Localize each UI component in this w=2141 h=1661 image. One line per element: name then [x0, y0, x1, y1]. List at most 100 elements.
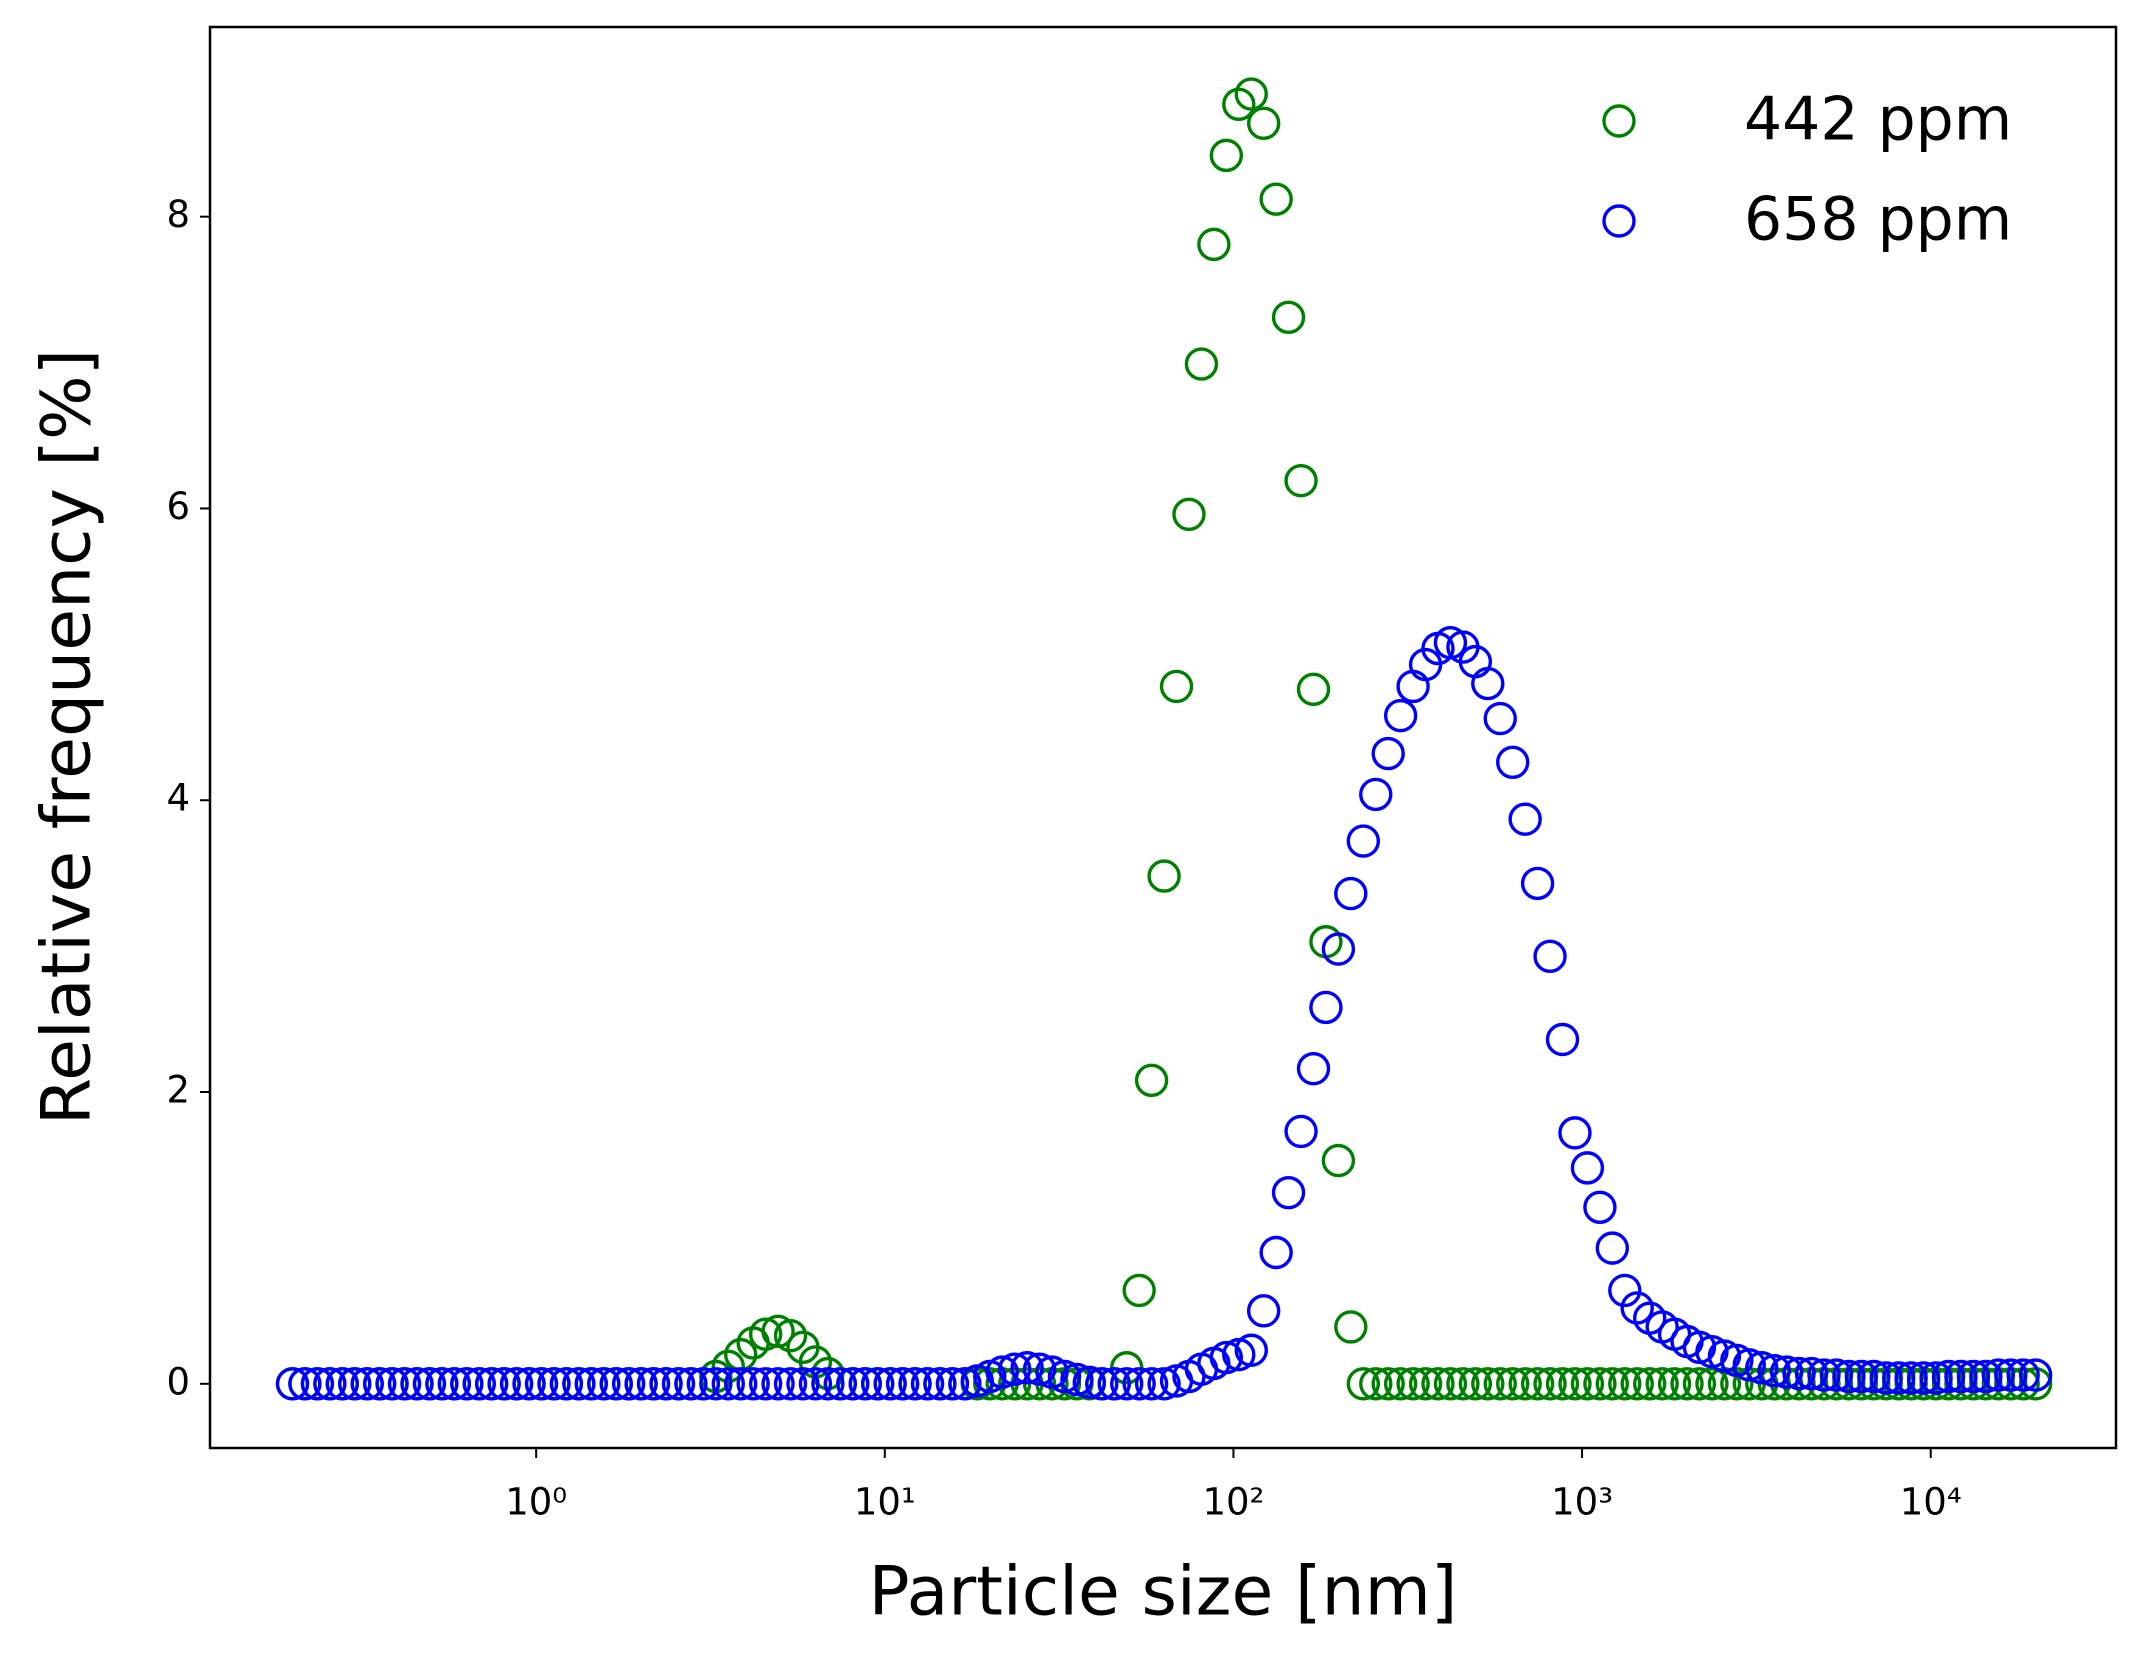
marker [798, 1367, 833, 1401]
marker [1794, 1356, 1829, 1391]
marker [1819, 1358, 1854, 1392]
marker [1209, 138, 1244, 173]
marker [823, 1367, 858, 1401]
marker [2018, 1358, 2053, 1392]
marker [1657, 1367, 1692, 1401]
marker [524, 1367, 559, 1401]
legend-marker [1602, 104, 1636, 138]
marker [1184, 347, 1219, 381]
marker [1732, 1348, 1766, 1382]
marker [686, 1367, 721, 1401]
marker [885, 1367, 920, 1401]
marker [1869, 1361, 1903, 1395]
marker [1931, 1359, 1966, 1394]
marker [1197, 227, 1231, 262]
marker [1421, 1367, 1455, 1401]
marker [1284, 1114, 1318, 1149]
y-tick-label: 2 [166, 1069, 190, 1112]
marker [1433, 1367, 1468, 1401]
marker [587, 1367, 621, 1401]
marker [1359, 1367, 1393, 1401]
marker [1857, 1359, 1891, 1394]
legend-marker [1602, 204, 1636, 238]
marker [1296, 1051, 1331, 1086]
marker [1944, 1359, 1978, 1394]
marker [1097, 1367, 1131, 1401]
marker [786, 1367, 820, 1401]
marker [1645, 1367, 1679, 1401]
marker [599, 1367, 633, 1401]
marker [1745, 1351, 1779, 1385]
marker [375, 1367, 409, 1401]
marker [985, 1355, 1019, 1389]
marker [1496, 1367, 1530, 1401]
marker [338, 1367, 372, 1401]
marker [1595, 1367, 1630, 1401]
marker [1147, 1367, 1181, 1401]
marker [1259, 182, 1293, 216]
marker [288, 1367, 322, 1401]
marker [1520, 866, 1555, 901]
marker [1956, 1359, 1991, 1394]
marker [1047, 1359, 1082, 1394]
marker [387, 1367, 422, 1401]
marker [1271, 300, 1306, 335]
marker [624, 1367, 658, 1401]
marker [873, 1367, 907, 1401]
marker [1994, 1358, 2028, 1392]
marker [1620, 1367, 1654, 1401]
marker [661, 1367, 696, 1401]
marker [1782, 1356, 1816, 1391]
marker [1483, 1367, 1517, 1401]
marker [1246, 106, 1281, 140]
marker [1309, 990, 1343, 1025]
marker [773, 1367, 808, 1401]
marker [1595, 1231, 1630, 1265]
marker [1558, 1367, 1592, 1401]
plot-frame [208, 25, 2118, 1450]
x-axis-label: Particle size [nm] [869, 1553, 1458, 1632]
marker [1919, 1361, 1953, 1395]
marker [1670, 1367, 1704, 1401]
marker [1583, 1190, 1617, 1224]
marker [1134, 1367, 1169, 1401]
marker [1558, 1116, 1592, 1150]
marker [300, 1367, 335, 1401]
marker [1371, 1367, 1405, 1401]
marker [462, 1367, 496, 1401]
marker [1296, 672, 1331, 707]
marker [1969, 1359, 2003, 1394]
marker [1446, 1367, 1480, 1401]
marker [910, 1367, 945, 1401]
marker [1570, 1151, 1605, 1185]
marker [748, 1367, 783, 1401]
marker [1321, 932, 1356, 966]
marker [935, 1367, 970, 1401]
marker [499, 1367, 534, 1401]
y-axis-label: Relative frequency [%] [28, 349, 107, 1125]
marker [1545, 1022, 1580, 1057]
marker [1234, 77, 1268, 111]
marker [1608, 1367, 1642, 1401]
x-tick-label: 10³ [1551, 1481, 1613, 1524]
marker [1832, 1359, 1866, 1394]
marker [711, 1367, 745, 1401]
marker [450, 1367, 484, 1401]
marker [1496, 745, 1530, 780]
marker [636, 1367, 671, 1401]
marker [1346, 1367, 1381, 1401]
marker [325, 1367, 359, 1401]
x-tick-label: 10² [1202, 1481, 1264, 1524]
marker [1122, 1273, 1156, 1308]
marker [1483, 701, 1517, 736]
marker [362, 1367, 397, 1401]
marker [1533, 1367, 1567, 1401]
x-tick-label: 10⁴ [1900, 1481, 1962, 1524]
marker [1259, 1235, 1293, 1270]
marker [1608, 1273, 1642, 1308]
marker [997, 1352, 1032, 1386]
x-tick-label: 10⁰ [505, 1481, 567, 1524]
marker [437, 1367, 472, 1401]
marker [1906, 1361, 1941, 1395]
